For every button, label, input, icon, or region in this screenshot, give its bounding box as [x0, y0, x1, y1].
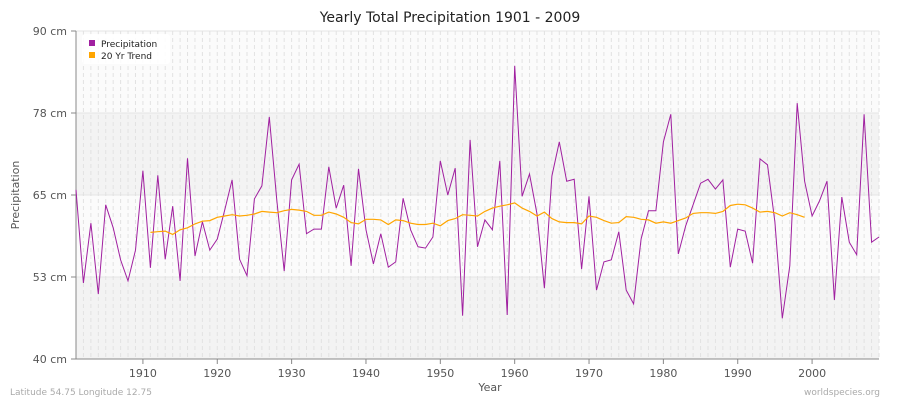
footer-location: Latitude 54.75 Longitude 12.75 [10, 388, 152, 398]
y-tick-labels: 90 cm 78 cm 65 cm 53 cm 40 cm [33, 25, 76, 366]
legend: Precipitation 20 Yr Trend [82, 34, 170, 64]
x-tick-label: 1970 [575, 367, 603, 380]
x-tick-labels: 1910 1920 1930 1940 1950 1960 1970 1980 1990 2000 [129, 359, 826, 380]
y-tick-label: 65 cm [33, 189, 67, 202]
x-tick-label: 1990 [724, 367, 752, 380]
x-tick-label: 1960 [501, 367, 529, 380]
legend-swatch-precipitation [89, 40, 95, 46]
legend-swatch-trend [89, 52, 95, 58]
trend-line [150, 202, 805, 236]
x-tick-label: 1940 [352, 367, 380, 380]
y-tick-label: 53 cm [33, 271, 67, 284]
x-tick-label: 1950 [426, 367, 454, 380]
legend-label-trend: 20 Yr Trend [101, 52, 152, 62]
vertical-gridlines [75, 31, 880, 359]
y-tick-label: 78 cm [33, 107, 67, 120]
x-tick-label: 1980 [649, 367, 677, 380]
precipitation-line [75, 65, 880, 319]
y-tick-label: 90 cm [33, 25, 67, 38]
x-tick-label: 1930 [278, 367, 306, 380]
y-axis-label: Precipitation [9, 161, 22, 230]
y-tick-label: 40 cm [33, 353, 67, 366]
background-band [76, 31, 879, 113]
chart-title: Yearly Total Precipitation 1901 - 2009 [319, 10, 581, 26]
x-tick-label: 1920 [203, 367, 231, 380]
x-tick-label: 1910 [129, 367, 157, 380]
legend-label-precipitation: Precipitation [101, 40, 157, 50]
x-tick-label: 2000 [798, 367, 826, 380]
x-axis-label: Year [477, 381, 502, 394]
footer-source: worldspecies.org [804, 388, 880, 398]
series-lines [75, 65, 880, 319]
